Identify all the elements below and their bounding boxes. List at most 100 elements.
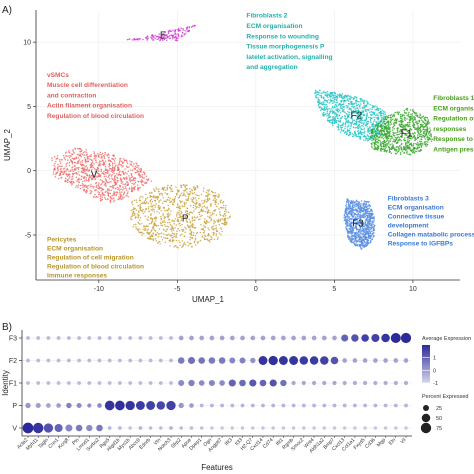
umap-point <box>113 155 115 157</box>
umap-point <box>351 115 354 117</box>
umap-point <box>407 142 409 144</box>
umap-point <box>357 130 359 132</box>
dotplot-dot <box>200 426 204 430</box>
umap-point <box>342 122 345 124</box>
umap-annotation-line: Collagen matabolic process <box>388 231 474 238</box>
umap-point <box>363 231 366 234</box>
umap-point <box>401 150 404 152</box>
umap-point <box>351 135 354 138</box>
umap-point <box>367 220 369 223</box>
umap-point <box>84 165 87 168</box>
umap-point <box>120 164 123 166</box>
umap-point <box>426 144 429 146</box>
umap-point <box>333 91 335 93</box>
umap-point <box>401 130 403 133</box>
umap-point <box>187 193 190 196</box>
umap-point <box>137 204 139 207</box>
umap-point <box>227 211 230 213</box>
umap-point <box>126 161 128 163</box>
umap-point <box>371 230 373 232</box>
umap-point <box>347 204 350 206</box>
umap-point <box>376 135 378 138</box>
umap-point <box>345 203 348 206</box>
umap-point <box>122 158 125 160</box>
umap-point <box>228 216 231 219</box>
umap-point <box>167 32 170 34</box>
umap-point <box>201 214 203 217</box>
umap-point <box>357 217 360 220</box>
dotplot-dot <box>299 356 309 365</box>
umap-point <box>98 174 101 176</box>
umap-point <box>348 95 351 98</box>
umap-point <box>425 144 427 146</box>
umap-point <box>359 136 362 138</box>
umap-point <box>185 202 187 204</box>
umap-point <box>149 236 152 238</box>
dotplot-dot <box>198 357 205 364</box>
umap-point <box>358 225 361 227</box>
umap-point <box>93 163 95 165</box>
panel-b-label: B) <box>2 322 12 333</box>
umap-point <box>118 198 121 200</box>
umap-point <box>362 227 364 230</box>
umap-point <box>366 112 368 114</box>
umap-point <box>346 227 348 230</box>
dotplot-dot <box>343 426 347 430</box>
umap-point <box>195 206 198 209</box>
umap-point <box>415 142 417 145</box>
umap-point <box>114 162 116 164</box>
umap-point <box>362 235 364 238</box>
umap-point <box>189 236 191 238</box>
umap-point <box>418 119 420 122</box>
umap-point <box>395 122 398 124</box>
umap-point <box>177 206 179 209</box>
umap-point <box>368 214 370 217</box>
dotplot-dot <box>351 334 359 342</box>
umap-point <box>368 138 371 141</box>
umap-point <box>204 226 206 228</box>
umap-point <box>353 97 355 99</box>
umap-point <box>407 114 410 116</box>
umap-point <box>417 136 419 139</box>
umap-point <box>349 117 351 119</box>
umap-point <box>144 226 146 228</box>
umap-point <box>325 103 328 106</box>
umap-point <box>330 98 332 100</box>
umap-point <box>343 132 346 134</box>
umap-point <box>411 149 414 151</box>
umap-point <box>190 234 193 236</box>
umap-point <box>322 113 324 116</box>
dotplot-dot <box>363 380 368 386</box>
dotplot-dot <box>87 403 92 408</box>
umap-point <box>133 214 135 217</box>
dotplot-dot <box>373 403 378 408</box>
umap-point <box>361 234 363 236</box>
umap-point <box>412 124 415 126</box>
umap-point <box>68 177 70 179</box>
umap-point <box>179 29 181 32</box>
umap-point <box>134 172 137 174</box>
umap-point <box>373 116 375 119</box>
umap-point <box>314 91 317 93</box>
umap-point <box>101 188 104 190</box>
umap-point <box>153 36 155 39</box>
dotplot-dot <box>352 380 357 386</box>
umap-point <box>379 122 381 125</box>
umap-point <box>360 247 362 250</box>
dotplot-dot <box>320 356 329 365</box>
umap-point <box>184 203 186 205</box>
umap-point <box>367 238 369 240</box>
umap-point <box>206 220 209 223</box>
umap-point <box>419 124 422 126</box>
umap-point <box>80 178 83 181</box>
dotplot-dot <box>250 403 255 408</box>
umap-annotation-line: vSMCs <box>47 72 69 79</box>
umap-point <box>342 97 344 99</box>
umap-point <box>374 146 376 148</box>
umap-point <box>340 126 342 129</box>
umap-point <box>339 125 341 127</box>
umap-point <box>150 195 153 198</box>
umap-point <box>376 147 378 150</box>
umap-point <box>148 210 151 213</box>
umap-point <box>120 182 123 184</box>
